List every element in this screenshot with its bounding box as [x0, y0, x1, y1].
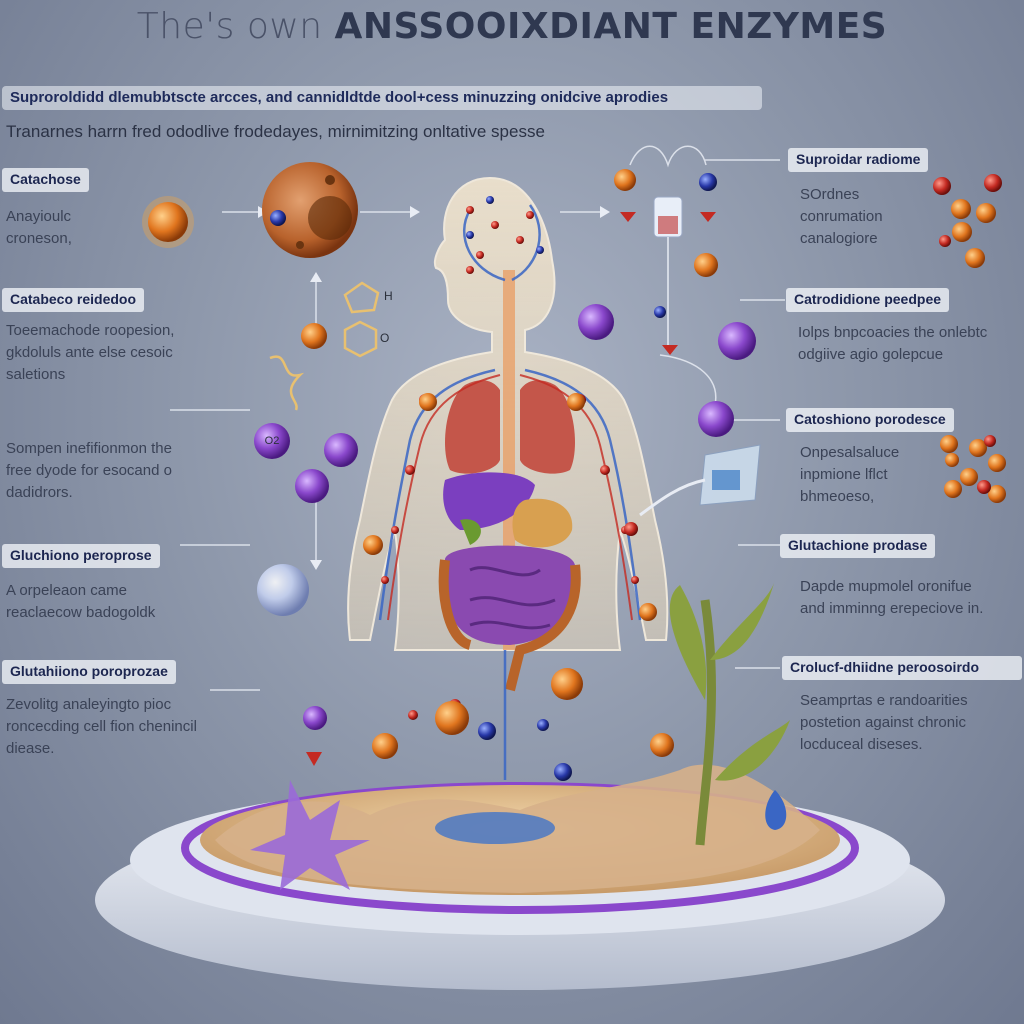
- purple-particles: [254, 304, 756, 730]
- mol-label-o: O: [380, 331, 389, 345]
- left-label-catalase: Catachose: [2, 168, 89, 192]
- title-prefix: The's own: [136, 6, 335, 47]
- left-label-glutahiiono: Glutahiiono poroprozae: [2, 660, 176, 684]
- left-desc-glutahiiono: Zevolitg analeyingto pioc roncecding cel…: [6, 696, 197, 757]
- cell-blue-particle: [270, 210, 286, 226]
- left-label-gluchiono: Gluchiono peroprose: [2, 544, 160, 568]
- left-desc-catalase: Anayioulc croneson,: [6, 208, 72, 247]
- water-pool: [435, 812, 555, 844]
- right-label-catoshiono: Catoshiono porodesce: [786, 408, 954, 432]
- cell-nucleus: [308, 196, 352, 240]
- intro-subtitle: Tranarnes harrn fred ododlive frodedayes…: [6, 122, 545, 141]
- orange-molecule: [301, 323, 327, 349]
- mol-label-o2: O2: [265, 435, 280, 447]
- mol-label-h: H: [384, 289, 393, 303]
- right-label-catrodidione: Catrodidione peedpee: [786, 288, 950, 312]
- red-particles-right: [624, 174, 1002, 536]
- title-main: ANSSOOIXDIANT ENZYMES: [334, 6, 888, 47]
- right-desc-catoshiono: Onpesalsaluce inpmione lflct bhmeoeso,: [800, 444, 900, 505]
- right-desc-suproidar: SOrdnes conrumation canalogiore: [800, 186, 883, 247]
- enzyme-sphere: [148, 202, 188, 242]
- red-arrowheads: [306, 212, 716, 766]
- right-desc-catrodidione: Iolps bnpcoacies the onlebtc odgiive agi…: [798, 324, 988, 363]
- glass-sphere: [257, 564, 309, 616]
- plant-stem: [695, 599, 716, 846]
- page-title: The's own ANSSOOIXDIANT ENZYMES: [0, 6, 1024, 50]
- left-desc-catabeco: Toeemachode roopesion, gkdoluls ante els…: [6, 322, 175, 383]
- right-desc-glutachione: Dapde mupmolel oronifue and imminng erep…: [800, 578, 984, 617]
- right-label-suproidar: Suproidar radiome: [788, 148, 929, 172]
- purple-star-cell: [250, 780, 370, 890]
- left-desc-free-radicals: Sompen inefifionmon the free dyode for e…: [6, 440, 172, 501]
- molecule-structures: [269, 281, 380, 411]
- human-body: [347, 176, 669, 780]
- left-desc-gluchiono: A orpeleaon came reaclaecow badogoldk: [6, 582, 156, 621]
- intro-banner: Suproroldidd dlemubbtscte arcces, and ca…: [2, 86, 762, 110]
- right-desc-crolucf: Seamprtas e randoarities postetion again…: [800, 692, 968, 753]
- left-label-catabeco: Catabeco reidedoo: [2, 288, 145, 312]
- right-label-crolucf: Crolucf-dhiidne peroosoirdo: [782, 656, 1022, 680]
- orange-particles: [363, 169, 1006, 900]
- right-label-glutachione: Glutachione prodase: [780, 534, 936, 558]
- water-drop: [765, 790, 787, 830]
